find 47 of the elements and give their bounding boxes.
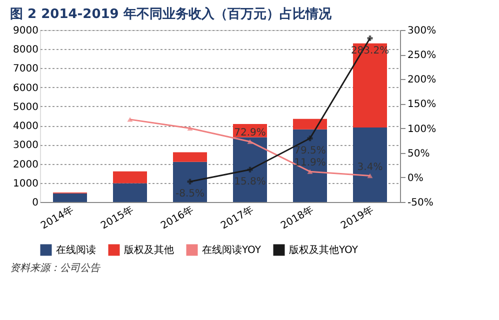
y-tick-label: 2000	[13, 159, 38, 170]
text: 资料来源：公司公告	[10, 262, 101, 274]
y2-tick-label: 0%	[408, 172, 424, 184]
y2-tick-label: 100%	[408, 124, 436, 135]
bar	[353, 43, 387, 128]
data-label: 15.8%	[234, 176, 266, 188]
point	[247, 166, 253, 172]
data-label: -8.5%	[175, 188, 205, 200]
y-tick-label: 8000	[13, 44, 38, 56]
y-tick-label: 5000	[13, 102, 38, 113]
y2-tick-label: 200%	[408, 74, 436, 86]
point	[367, 173, 373, 178]
bar	[353, 127, 387, 202]
point	[187, 126, 193, 131]
chart-title: 图 2 2014-2019 年不同业务收入（百万元）占比情况	[10, 6, 332, 22]
point	[367, 36, 373, 41]
y-tick-label: 3000	[13, 140, 38, 152]
data-label: 72.9%	[234, 128, 266, 139]
bar	[53, 193, 87, 202]
y-tick-label: 7000	[13, 64, 38, 75]
bar	[233, 137, 267, 202]
legend-label: 在线阅读YOY	[202, 244, 262, 256]
bar	[293, 118, 327, 130]
y2-tick-label: 250%	[408, 50, 436, 62]
y2-tick-label: -50%	[408, 198, 434, 208]
point	[127, 117, 133, 122]
bar	[173, 152, 207, 162]
bar	[173, 162, 207, 202]
point	[247, 139, 253, 144]
y2-tick-label: 150%	[408, 99, 436, 110]
data-label: 11.9%	[294, 158, 326, 169]
bar	[113, 183, 147, 202]
data-label: 3.4%	[357, 162, 383, 173]
y-tick-label: 9000	[13, 26, 38, 36]
legend-label: 版权及其他	[124, 244, 174, 256]
y2-tick-label: 300%	[408, 26, 436, 36]
y-tick-label: 0	[32, 198, 38, 208]
y-tick-label: 6000	[13, 82, 38, 94]
bar	[293, 129, 327, 202]
data-label: 79.5%	[294, 145, 326, 156]
y-tick-label: 4000	[13, 121, 38, 132]
legend-label: 在线阅读	[56, 244, 96, 256]
bar	[113, 171, 147, 184]
y-tick-label: 1000	[13, 178, 38, 190]
y2-tick-label: 50%	[408, 148, 430, 160]
point	[307, 169, 313, 174]
legend-label: 版权及其他YOY	[289, 244, 359, 256]
